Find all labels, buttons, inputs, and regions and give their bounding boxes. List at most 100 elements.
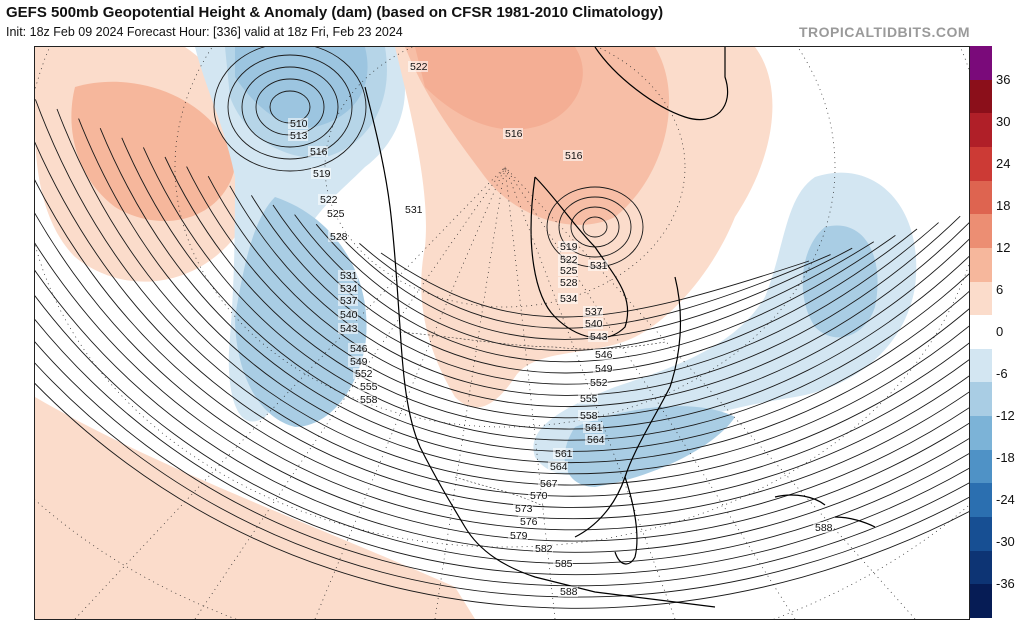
anomaly-colorbar (970, 46, 992, 619)
contour-label-bg (318, 194, 338, 205)
coastline-florida (614, 476, 638, 565)
colorbar-segment (970, 416, 992, 451)
contour-label-bg (588, 260, 608, 271)
contour-label: 561 (555, 448, 573, 460)
height-contour (315, 223, 875, 351)
contour-label-bg (348, 356, 368, 367)
contour-label-bg (288, 130, 308, 141)
height-contour (35, 340, 969, 587)
height-contour (142, 147, 969, 441)
contour-label-bg (353, 368, 373, 379)
colorbar-tick-label: -18 (996, 450, 1015, 466)
contour-label-bg (588, 377, 608, 388)
contour-label: 582 (535, 543, 553, 555)
contour-labels: 5105135165195225255285315345375405435465… (288, 61, 833, 598)
contour-label: 585 (555, 558, 573, 570)
contour-label-bg (593, 363, 613, 374)
height-contour (35, 212, 969, 531)
contour-label-bg (578, 410, 598, 421)
border-us-mexico (454, 476, 546, 508)
height-contour (251, 195, 939, 385)
colorbar-tick-label: 12 (996, 239, 1011, 255)
meridian-line (504, 166, 676, 619)
map-panel: 510 513 516 519 522 525 528 531 534 537 540 543 546 5… (34, 46, 970, 620)
meridian-line (504, 166, 916, 619)
height-contour (35, 269, 969, 553)
colorbar-tick-label: -36 (996, 576, 1015, 592)
height-contours (35, 47, 969, 609)
contour-label-bg (403, 204, 423, 215)
contour-label-bg (548, 461, 568, 472)
contour-label-bg (563, 150, 583, 161)
coastline-east (574, 276, 682, 538)
height-contour (35, 99, 969, 497)
colorbar-segment (970, 46, 992, 81)
contour-label: 558 (580, 410, 598, 422)
contour-label: 576 (520, 516, 538, 528)
contour-label: 531 (590, 260, 608, 272)
colorbar-segment (970, 214, 992, 249)
contour-label: 516 (310, 146, 328, 158)
colorbar-tick-label: -6 (996, 366, 1008, 382)
contour-label-bg (348, 343, 368, 354)
borders (399, 331, 666, 508)
contour-label-bg (583, 306, 603, 317)
parallel-line (174, 47, 836, 428)
contour-label-bg (583, 318, 603, 329)
contour-label-bg (513, 503, 533, 514)
anomaly-positive-canada-mid (405, 47, 670, 225)
contour-label-bg (358, 394, 378, 405)
height-contour (35, 140, 969, 508)
contour-label: 579 (510, 530, 528, 542)
contour-label: 588 (560, 586, 578, 598)
coastline-west (364, 86, 716, 608)
parallel-line (324, 47, 686, 308)
contour-label: 546 (350, 343, 368, 355)
colorbar-segment (970, 315, 992, 350)
height-contour (229, 185, 961, 396)
contour-label: 588 (815, 522, 833, 534)
height-contour (294, 214, 896, 363)
contour-label: 525 (560, 265, 578, 277)
contour-label-bg (408, 61, 428, 72)
colorbar-tick-label: -12 (996, 408, 1015, 424)
colorbar-segment (970, 247, 992, 283)
contour-label: 552 (355, 368, 373, 380)
contour-label: 531 (405, 204, 423, 216)
contour-label-bg (558, 277, 578, 288)
colorbar-segment (970, 113, 992, 148)
contour-label-bg (538, 478, 558, 489)
colorbar-segment (970, 281, 992, 316)
contour-label: 564 (587, 434, 605, 446)
contour-label: 549 (595, 363, 613, 375)
colorbar-tick-label: -30 (996, 534, 1015, 550)
contour-label: 534 (340, 283, 358, 295)
colorbar-segment (970, 584, 992, 619)
anomaly-negative-west (235, 197, 367, 427)
height-contour (35, 382, 969, 609)
contour-label: 516 (505, 128, 523, 140)
contour-label-bg (583, 422, 603, 433)
contour-label: 573 (515, 503, 533, 515)
colorbar-tick-label: 30 (996, 113, 1011, 129)
height-contour-low (213, 47, 367, 172)
contour-label: 564 (550, 461, 568, 473)
contour-label: 561 (585, 422, 603, 434)
colorbar-segment (970, 180, 992, 215)
contour-label: 546 (595, 349, 613, 361)
contour-label: 537 (585, 306, 603, 318)
contour-label: 540 (585, 318, 603, 330)
anomaly-negative-atlantic-core (802, 225, 878, 338)
height-contour (186, 166, 969, 419)
contour-label: 528 (560, 277, 578, 289)
colorbar-tick-label: 6 (996, 281, 1004, 297)
contour-label: 555 (580, 393, 598, 405)
contour-label-bg (553, 448, 573, 459)
colorbar-segment (970, 517, 992, 552)
height-anomaly-map: 5105135165195225255285315345375405435465… (35, 47, 969, 619)
watermark: TROPICALTIDBITS.COM (798, 24, 970, 40)
height-contour (380, 252, 810, 318)
contour-label-bg (338, 309, 358, 320)
contour-label-bg (518, 516, 538, 527)
height-contour-low (582, 216, 608, 238)
